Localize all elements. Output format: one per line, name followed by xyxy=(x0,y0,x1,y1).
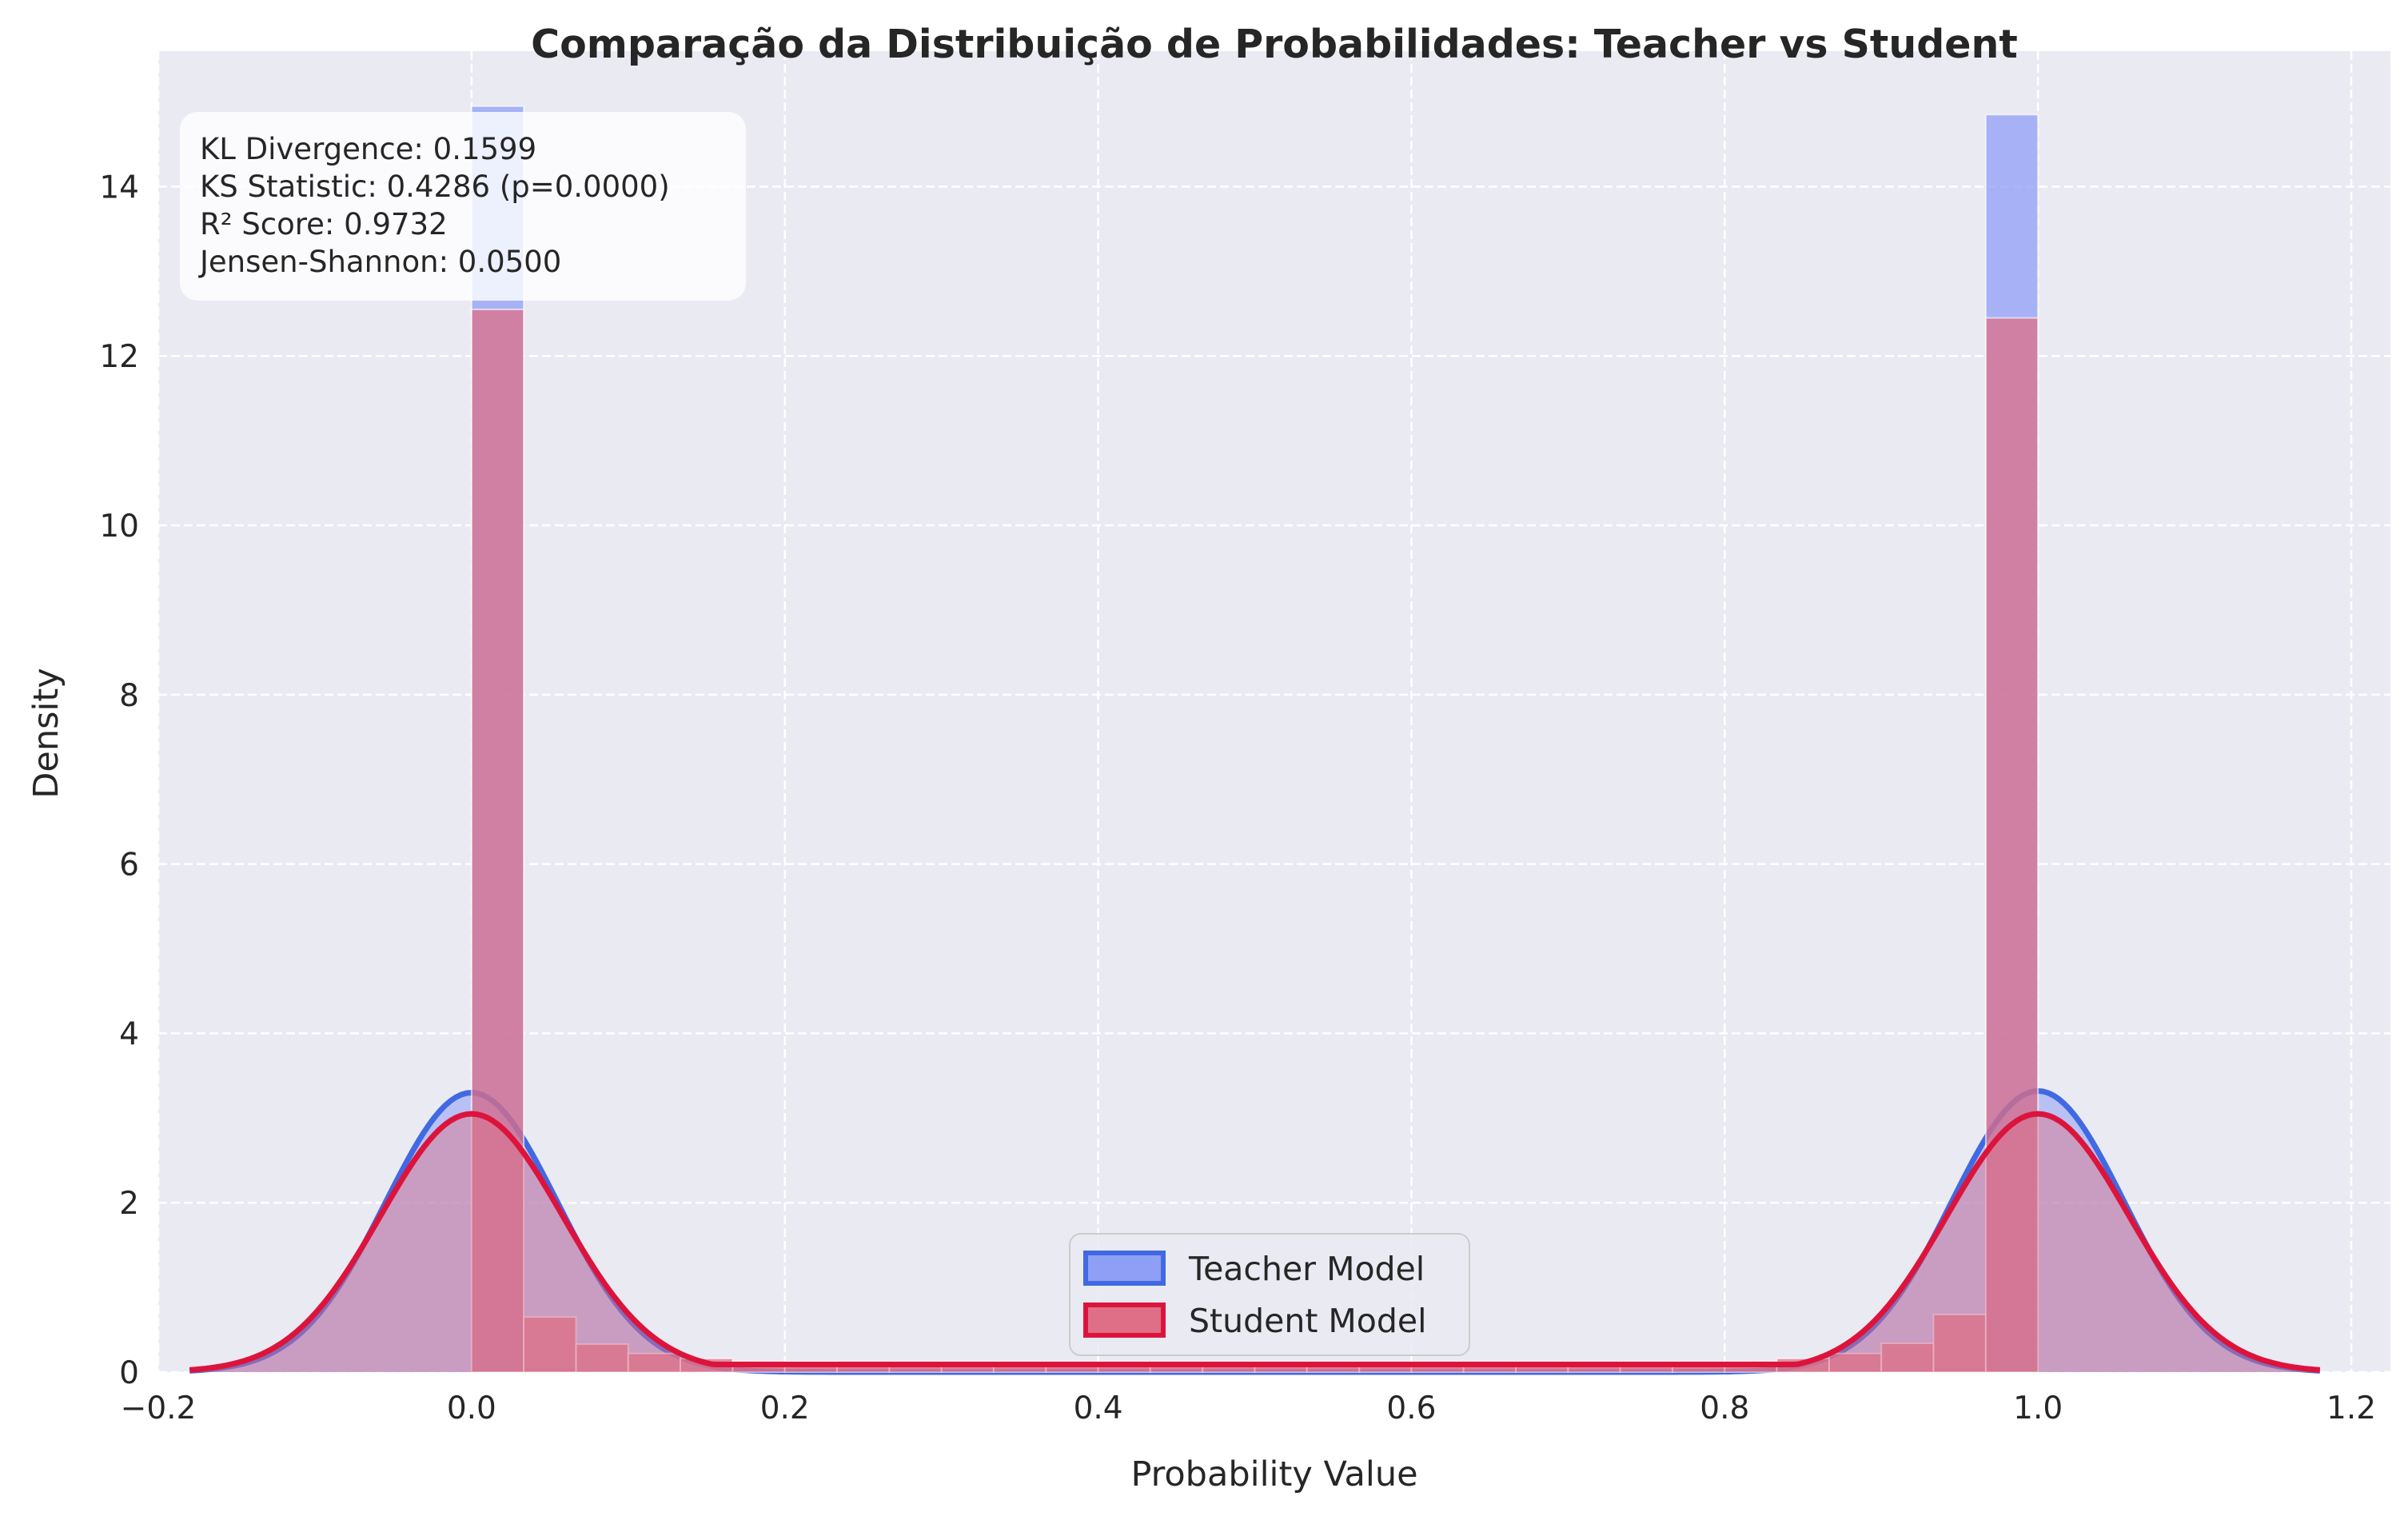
stats-box-background xyxy=(180,112,746,301)
legend-swatch-student xyxy=(1083,1303,1166,1338)
student-bar-29 xyxy=(1984,317,2039,1374)
x-tick-label-4: 0.6 xyxy=(1386,1390,1436,1426)
legend-frame xyxy=(1069,1233,1470,1356)
student-kde xyxy=(189,1111,2321,1373)
chart-title: Comparação da Distribuição de Probabilid… xyxy=(531,22,2018,67)
x-tick-label-1: 0.0 xyxy=(447,1390,496,1426)
student-bar-2 xyxy=(575,1343,629,1373)
y-axis-label: Density xyxy=(26,668,66,798)
x-axis-ticks: −0.2 0.0 0.2 0.4 0.6 0.8 1.0 1.2 xyxy=(121,1390,2376,1426)
y-tick-label-0: 0 xyxy=(119,1355,139,1391)
y-tick-label-6: 12 xyxy=(99,339,139,375)
x-axis-label: Probability Value xyxy=(1130,1454,1417,1494)
y-tick-label-2: 4 xyxy=(119,1016,139,1052)
stats-r2-score: R² Score: 0.9732 xyxy=(200,207,448,241)
student-bar-28 xyxy=(1932,1313,1987,1373)
stats-box: KL Divergence: 0.1599 KS Statistic: 0.42… xyxy=(180,112,746,301)
stats-ks-statistic: KS Statistic: 0.4286 (p=0.0000) xyxy=(200,170,670,204)
y-tick-label-7: 14 xyxy=(99,170,139,205)
stats-jensen-shannon: Jensen-Shannon: 0.0500 xyxy=(198,245,561,279)
legend: Teacher Model Student Model xyxy=(1069,1233,1470,1356)
legend-label-teacher: Teacher Model xyxy=(1188,1250,1425,1288)
student-kde-line xyxy=(189,1111,2321,1373)
teacher-kde-area xyxy=(189,1091,2320,1372)
y-axis-ticks: 0 2 4 6 8 10 12 14 xyxy=(99,170,139,1391)
y-tick-label-5: 10 xyxy=(99,509,139,545)
x-tick-label-0: −0.2 xyxy=(121,1390,197,1426)
stats-kl-divergence: KL Divergence: 0.1599 xyxy=(200,132,536,166)
student-bar-27 xyxy=(1880,1342,1935,1373)
y-tick-label-4: 8 xyxy=(119,678,139,714)
student-kde-area xyxy=(189,1114,2320,1372)
legend-label-student: Student Model xyxy=(1189,1302,1427,1340)
x-tick-label-6: 1.0 xyxy=(2013,1390,2063,1426)
x-tick-label-7: 1.2 xyxy=(2326,1390,2376,1426)
student-histogram xyxy=(470,308,2039,1374)
student-bar-0 xyxy=(470,308,525,1373)
y-tick-label-1: 2 xyxy=(119,1186,139,1222)
x-tick-label-3: 0.4 xyxy=(1074,1390,1123,1426)
y-tick-label-3: 6 xyxy=(119,848,139,884)
x-tick-label-5: 0.8 xyxy=(1700,1390,1749,1426)
legend-swatch-teacher xyxy=(1083,1251,1166,1286)
student-bar-1 xyxy=(523,1316,577,1373)
x-tick-label-2: 0.2 xyxy=(760,1390,810,1426)
